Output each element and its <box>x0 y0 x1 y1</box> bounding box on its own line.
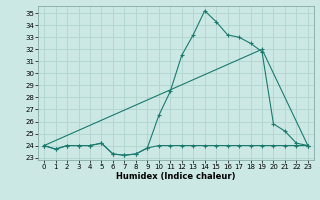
X-axis label: Humidex (Indice chaleur): Humidex (Indice chaleur) <box>116 172 236 181</box>
